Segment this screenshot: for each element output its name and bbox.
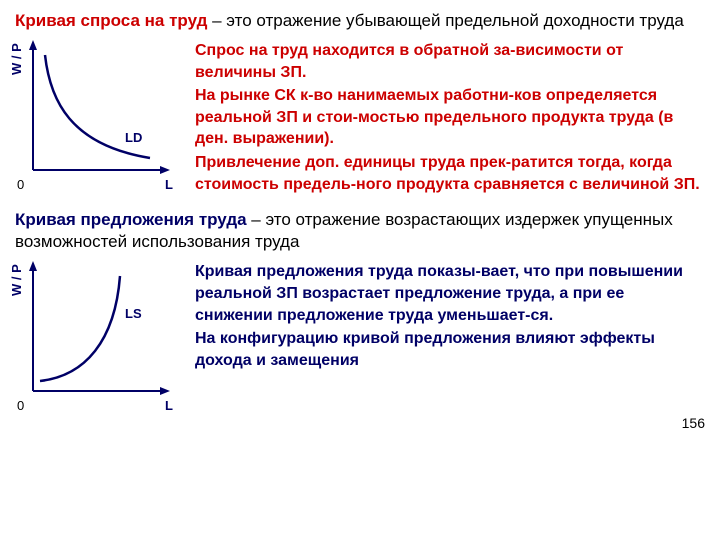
demand-title-rest: – это отражение убывающей предельной дох… [207, 11, 683, 30]
supply-title-bold: Кривая предложения труда [15, 210, 247, 229]
supply-p2: На конфигурацию кривой предложения влияю… [195, 328, 705, 371]
supply-origin: 0 [17, 398, 24, 413]
demand-chart: W / P LD 0 L [15, 40, 175, 190]
supply-row: W / P LS 0 L Кривая предложения труда по… [15, 261, 705, 411]
demand-title: Кривая спроса на труд – это отражение уб… [15, 10, 705, 32]
demand-p3: Привлечение доп. единицы труда прек-рати… [195, 152, 705, 195]
supply-y-label: W / P [9, 265, 24, 297]
supply-y-arrow [29, 261, 37, 271]
demand-row: W / P LD 0 L Спрос на труд находится в о… [15, 40, 705, 197]
demand-text: Спрос на труд находится в обратной за-ви… [195, 40, 705, 197]
supply-x-label: L [165, 398, 173, 413]
demand-y-label: W / P [9, 43, 24, 75]
demand-title-bold: Кривая спроса на труд [15, 11, 207, 30]
demand-origin: 0 [17, 177, 24, 192]
demand-p2: На рынке СК к-во нанимаемых работни-ков … [195, 85, 705, 150]
demand-svg [15, 40, 175, 180]
demand-x-arrow [160, 166, 170, 174]
supply-section: Кривая предложения труда – это отражение… [15, 209, 705, 411]
demand-p1: Спрос на труд находится в обратной за-ви… [195, 40, 705, 83]
demand-y-arrow [29, 40, 37, 50]
supply-x-arrow [160, 387, 170, 395]
demand-x-label: L [165, 177, 173, 192]
supply-p1: Кривая предложения труда показы-вает, чт… [195, 261, 705, 326]
supply-svg [15, 261, 175, 401]
supply-title: Кривая предложения труда – это отражение… [15, 209, 705, 253]
demand-curve-label: LD [125, 130, 142, 145]
supply-text: Кривая предложения труда показы-вает, чт… [195, 261, 705, 373]
page-number: 156 [15, 415, 705, 431]
supply-curve [40, 276, 120, 381]
demand-section: Кривая спроса на труд – это отражение уб… [15, 10, 705, 197]
supply-chart: W / P LS 0 L [15, 261, 175, 411]
supply-curve-label: LS [125, 306, 142, 321]
